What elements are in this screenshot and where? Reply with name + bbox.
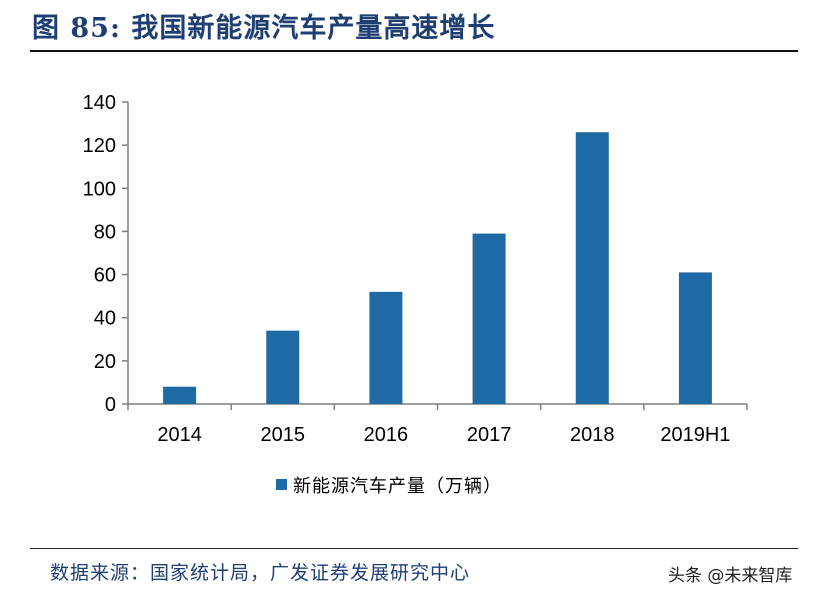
y-tick-label: 40 (94, 308, 116, 330)
y-tick-label: 100 (83, 178, 116, 200)
x-axis: 2014 2015 2016 2017 2018 2019H1 (127, 403, 748, 446)
y-tick-label: 140 (83, 92, 116, 114)
title-divider (30, 50, 798, 52)
y-tick-label: 60 (94, 265, 116, 287)
y-tick-label: 80 (94, 221, 116, 243)
x-tick-label: 2018 (570, 424, 615, 446)
bar (678, 272, 712, 404)
data-source: 数据来源：国家统计局，广发证券发展研究中心 (50, 562, 471, 584)
legend-swatch (276, 479, 287, 490)
footer-divider (30, 548, 798, 549)
x-tick-label: 2015 (261, 424, 306, 446)
bar (369, 291, 403, 404)
x-tick-label: 2014 (157, 424, 202, 446)
legend-label: 新能源汽车产量（万辆） (293, 476, 502, 497)
x-tick-label: 2019H1 (660, 424, 730, 446)
bar (266, 330, 300, 404)
bar (472, 233, 506, 404)
x-tick-label: 2016 (364, 424, 409, 446)
x-tick-label: 2017 (467, 424, 512, 446)
y-tick-label: 20 (94, 351, 116, 373)
y-axis: 0 20 40 60 80 100 120 140 (83, 92, 129, 416)
figure-title: 图 85: 我国新能源汽车产量高速增长 (32, 13, 496, 44)
y-tick-label: 120 (83, 135, 116, 157)
watermark: 头条 @未来智库 (668, 566, 793, 586)
bar (575, 132, 609, 404)
bar-series (163, 132, 712, 404)
legend: 新能源汽车产量（万辆） (276, 476, 502, 497)
bar (163, 386, 197, 404)
y-tick-label: 0 (105, 394, 116, 416)
